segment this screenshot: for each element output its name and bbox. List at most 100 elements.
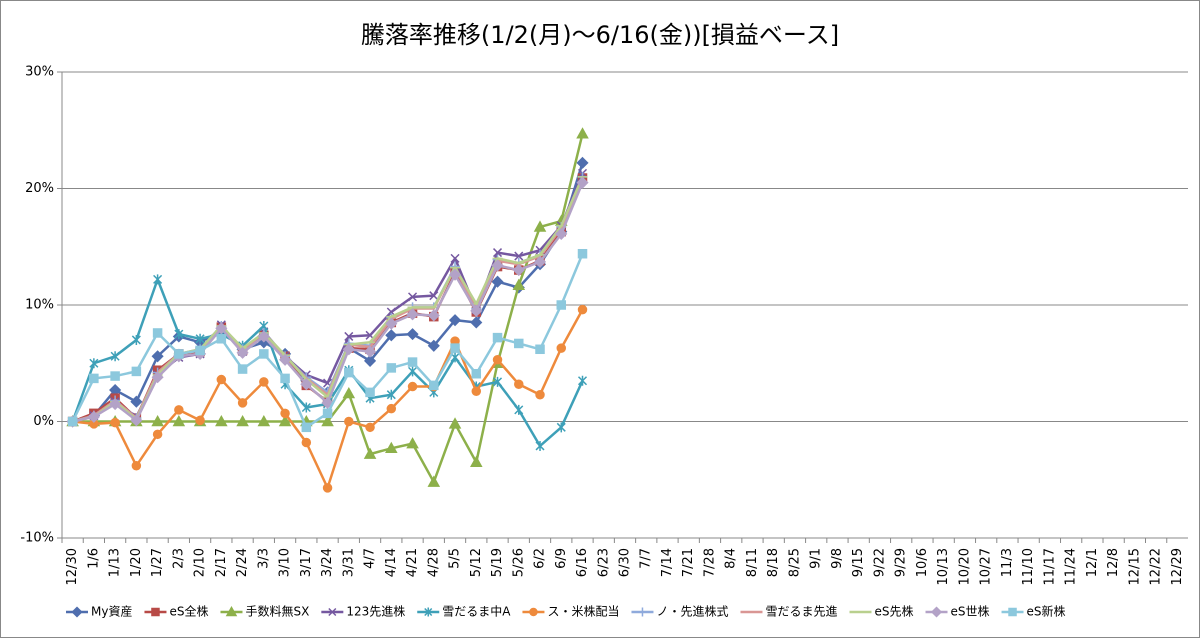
marker (174, 329, 184, 340)
legend-label: 123先進株 (346, 604, 405, 619)
marker (195, 345, 205, 356)
marker (152, 328, 163, 338)
marker (89, 358, 99, 369)
marker (172, 414, 186, 427)
marker (1008, 607, 1017, 617)
marker (535, 440, 545, 451)
x-tick-label: 1/6 (86, 548, 101, 569)
x-tick-label: 11/3 (1000, 548, 1015, 577)
marker (89, 373, 99, 384)
x-tick-label: 4/14 (384, 548, 399, 577)
marker (174, 405, 184, 415)
marker (300, 378, 313, 391)
x-tick-label: 6/16 (575, 548, 590, 577)
marker (470, 455, 483, 468)
marker (576, 127, 589, 139)
y-tick-label: 10% (25, 298, 54, 313)
legend-label: eS新株 (1027, 604, 1066, 619)
marker (363, 447, 377, 459)
marker (471, 386, 482, 396)
x-tick-label: 5/12 (469, 548, 484, 577)
marker (471, 368, 482, 379)
marker (110, 371, 120, 381)
marker (216, 374, 227, 385)
marker (225, 605, 238, 617)
marker (280, 408, 290, 419)
x-tick-label: 7/28 (702, 548, 717, 577)
marker (406, 328, 419, 341)
legend-label: 手数料無SX (245, 604, 309, 619)
marker (429, 291, 439, 301)
marker (174, 349, 184, 359)
marker (237, 364, 248, 374)
legend-label: My資産 (91, 604, 132, 619)
marker (491, 259, 504, 272)
marker (577, 248, 588, 259)
marker (492, 248, 503, 258)
x-tick-label: 9/8 (830, 548, 845, 569)
x-tick-label: 6/2 (533, 548, 548, 569)
marker (427, 339, 440, 352)
marker (301, 422, 312, 433)
marker (492, 332, 503, 343)
marker (556, 343, 567, 353)
marker (344, 367, 354, 378)
marker (153, 274, 163, 285)
marker (365, 387, 375, 398)
marker (322, 408, 333, 419)
marker (301, 437, 312, 448)
legend-label: eS世株 (951, 604, 990, 619)
x-tick-label: 7/21 (681, 548, 696, 577)
x-tick-label: 9/29 (894, 548, 909, 577)
marker (386, 389, 396, 400)
marker (344, 331, 354, 341)
x-tick-label: 5/5 (448, 548, 463, 569)
marker (131, 334, 141, 345)
marker (407, 381, 418, 392)
x-tick-label: 12/1 (1085, 548, 1100, 577)
x-tick-label: 12/22 (1149, 548, 1164, 585)
legend-label: eS先株 (875, 604, 914, 619)
marker (429, 380, 439, 391)
marker (427, 309, 440, 322)
x-tick-label: 4/7 (363, 548, 378, 569)
y-tick-label: 0% (33, 414, 54, 429)
x-tick-label: 8/4 (724, 548, 739, 569)
marker (237, 398, 248, 408)
marker (576, 156, 589, 169)
marker (363, 345, 377, 358)
marker (195, 415, 205, 426)
marker (110, 351, 120, 362)
marker (131, 366, 142, 377)
marker (257, 414, 271, 427)
x-tick-label: 2/10 (193, 548, 208, 577)
marker (512, 278, 526, 290)
marker (321, 396, 334, 409)
marker (109, 397, 122, 411)
legend-label: 雪だるま中A (442, 604, 511, 619)
marker (470, 304, 483, 317)
x-tick-label: 11/17 (1042, 548, 1057, 585)
x-tick-label: 9/1 (809, 548, 824, 569)
x-tick-label: 12/8 (1106, 548, 1121, 577)
x-tick-label: 1/27 (150, 548, 165, 577)
x-tick-label: 4/28 (426, 548, 441, 577)
marker (257, 330, 270, 343)
marker (637, 607, 647, 617)
marker (514, 404, 524, 415)
legend-label: eS全株 (169, 604, 208, 619)
marker (533, 255, 547, 268)
marker (576, 176, 589, 189)
x-tick-label: 8/18 (766, 548, 781, 577)
x-tick-label: 3/17 (299, 548, 314, 577)
marker (259, 377, 269, 387)
marker (365, 422, 375, 433)
marker (448, 417, 462, 429)
x-tick-label: 12/30 (65, 548, 80, 585)
marker (512, 263, 525, 277)
marker (424, 607, 433, 617)
marker (280, 373, 290, 384)
x-tick-label: 1/20 (129, 548, 144, 577)
marker (555, 227, 568, 240)
x-tick-label: 3/10 (278, 548, 293, 577)
